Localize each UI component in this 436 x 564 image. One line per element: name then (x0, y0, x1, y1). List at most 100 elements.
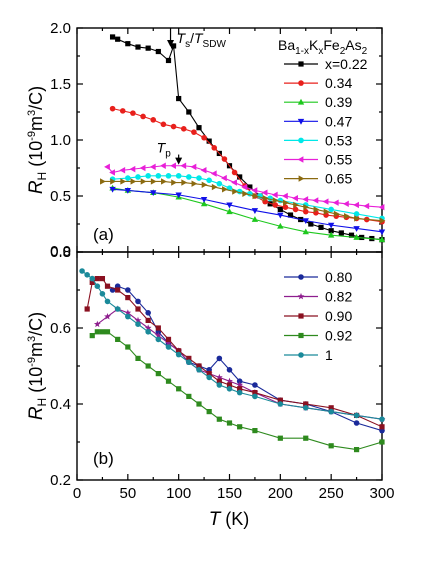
annotation-label: Ts/TSDW (177, 30, 227, 50)
data-point (109, 34, 116, 40)
data-point (313, 206, 320, 213)
data-point (186, 355, 192, 361)
x-tick-label: 300 (369, 485, 394, 502)
data-point (378, 204, 385, 211)
legend-marker (297, 156, 304, 163)
data-point (196, 401, 202, 407)
data-point (353, 447, 360, 453)
y-tick-label: 0.6 (50, 320, 71, 337)
data-point (211, 145, 218, 151)
data-point (252, 393, 258, 400)
data-point (84, 306, 90, 312)
legend-entry: 0.55 (284, 152, 352, 168)
legend-marker (298, 352, 304, 358)
series-line (107, 165, 383, 208)
data-point (211, 183, 218, 191)
data-point (303, 435, 309, 441)
data-point (251, 187, 258, 194)
data-point (242, 190, 249, 197)
legend-marker (298, 274, 304, 280)
data-point (287, 212, 294, 218)
data-point (125, 287, 131, 293)
legend-marker (297, 98, 305, 105)
data-point (206, 138, 212, 144)
data-point (226, 420, 233, 426)
data-point (252, 428, 258, 434)
data-point (89, 279, 95, 285)
data-point (216, 355, 223, 362)
data-point (322, 198, 329, 205)
data-point (104, 283, 111, 289)
data-point (338, 230, 344, 236)
data-point (302, 228, 309, 235)
data-point (196, 125, 202, 131)
data-point (196, 363, 202, 369)
data-point (226, 382, 233, 388)
data-point (110, 178, 116, 185)
legend-entry: 0.90 (284, 308, 352, 324)
data-point (145, 310, 151, 316)
legend-label: 0.90 (325, 308, 352, 324)
data-point (94, 283, 101, 290)
data-point (378, 229, 386, 236)
data-point (175, 351, 182, 358)
data-point (378, 236, 386, 243)
data-point (200, 167, 207, 174)
data-point (308, 221, 314, 227)
data-point (99, 276, 106, 282)
data-point (221, 156, 228, 162)
x-tick-label: 150 (217, 485, 242, 502)
data-point (210, 170, 217, 177)
y-tick-label: 0.0 (50, 243, 71, 260)
data-point (271, 191, 278, 199)
data-point (165, 336, 172, 342)
data-point (120, 178, 127, 185)
data-point (114, 306, 121, 312)
legend-label: 0.80 (325, 269, 352, 285)
data-point (165, 344, 172, 350)
legend-label: x=0.22 (325, 56, 368, 72)
y-tick-label: 1.5 (50, 76, 71, 93)
series-1 (79, 268, 385, 423)
data-point (170, 43, 177, 49)
data-point (175, 173, 182, 179)
data-point (353, 420, 360, 426)
data-point (130, 110, 136, 116)
data-point (277, 212, 284, 219)
data-point (354, 215, 360, 222)
legend-label: 1 (325, 347, 333, 363)
data-point (303, 401, 309, 407)
data-point (186, 174, 192, 180)
y-tick-label: 2.0 (50, 20, 71, 37)
legend-label: 0.92 (325, 328, 352, 344)
y-tick-label: 0.4 (50, 396, 71, 413)
series-0.80 (109, 283, 385, 434)
data-point (216, 378, 222, 384)
data-point (251, 208, 259, 214)
data-point (327, 231, 335, 238)
data-point (100, 178, 106, 185)
data-point (328, 408, 334, 415)
x-tick-label: 250 (319, 485, 344, 502)
data-point (348, 232, 355, 238)
data-point (135, 174, 141, 180)
data-point (119, 167, 126, 174)
data-point (191, 180, 198, 187)
data-point (124, 309, 132, 316)
legend-label: 0.82 (325, 289, 352, 305)
data-point (155, 325, 161, 331)
annotation-arrow-head (175, 157, 183, 165)
data-point (165, 378, 172, 384)
data-point (176, 95, 182, 102)
legend-entry: 0.47 (284, 113, 352, 129)
data-point (89, 333, 95, 339)
data-point (145, 363, 151, 369)
data-point (104, 329, 111, 335)
data-point (206, 374, 212, 381)
data-point (99, 291, 106, 297)
data-point (145, 317, 151, 323)
legend-b: 0.80 0.82 0.90 0.92 1 (284, 269, 352, 363)
data-point (155, 173, 162, 179)
data-point (251, 216, 259, 222)
